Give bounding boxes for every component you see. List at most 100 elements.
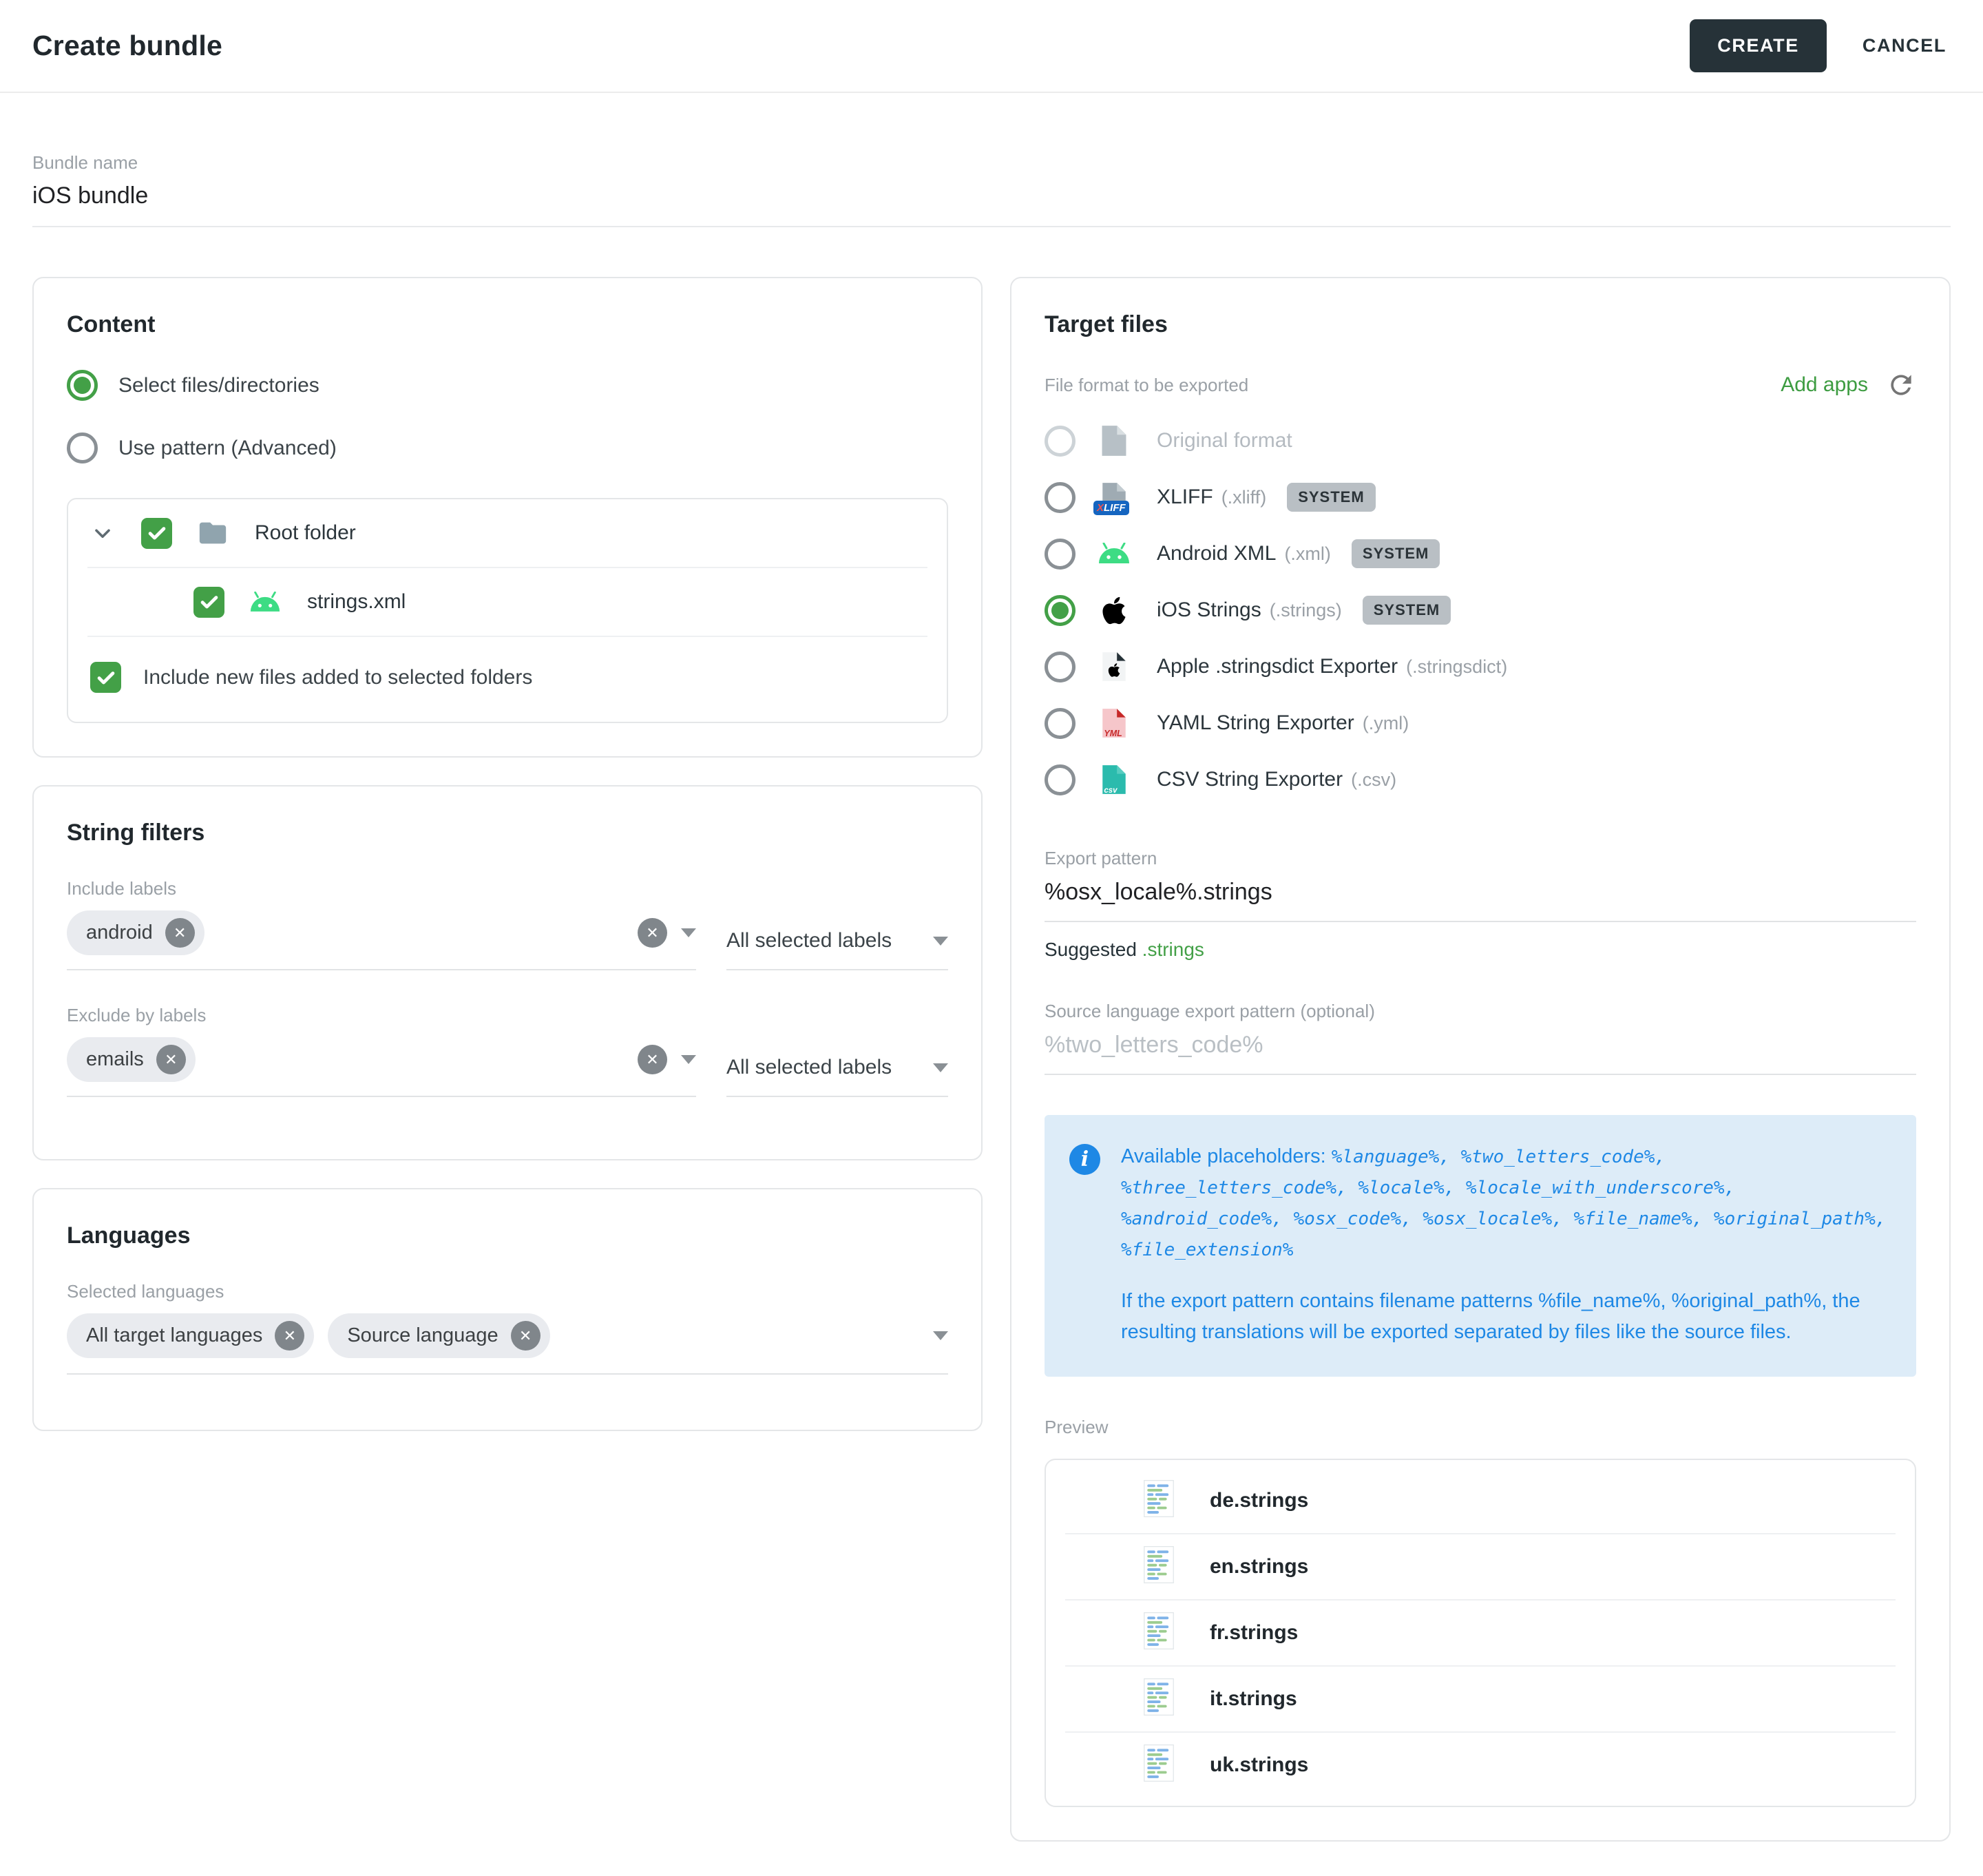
selected-languages-input[interactable]: All target languages ✕ Source language ✕ bbox=[67, 1313, 948, 1375]
include-labels-input[interactable]: android ✕ ✕ bbox=[67, 910, 696, 970]
checkbox-include-new-files[interactable] bbox=[90, 662, 121, 693]
yaml-file-icon: YML bbox=[1096, 704, 1132, 742]
divider bbox=[87, 636, 927, 637]
string-filters-title: String filters bbox=[67, 820, 205, 846]
dropdown-caret-icon[interactable] bbox=[681, 1055, 696, 1064]
chip-text: emails bbox=[86, 1048, 144, 1070]
radio-button-icon[interactable] bbox=[1045, 651, 1076, 682]
strings-file-icon bbox=[1144, 1678, 1174, 1719]
preview-row: uk.strings bbox=[1046, 1733, 1915, 1797]
radio-button-icon[interactable] bbox=[1045, 538, 1076, 570]
format-row-xliff[interactable]: XLIFF XLIFF (.xliff) SYSTEM bbox=[1045, 469, 1916, 525]
system-badge: SYSTEM bbox=[1351, 539, 1440, 568]
placeholders-note: If the export pattern contains filename … bbox=[1121, 1289, 1860, 1343]
chip-text: Source language bbox=[347, 1324, 499, 1346]
bundle-name-input[interactable]: iOS bundle bbox=[32, 183, 149, 209]
format-row-stringsdict[interactable]: Apple .stringsdict Exporter (.stringsdic… bbox=[1045, 638, 1916, 695]
radio-button-icon[interactable] bbox=[1045, 764, 1076, 795]
radio-button-icon[interactable] bbox=[1045, 425, 1076, 457]
dropdown-caret-icon bbox=[933, 936, 948, 946]
target-files-title: Target files bbox=[1045, 311, 1168, 337]
label-chip-android[interactable]: android ✕ bbox=[67, 910, 204, 955]
checkbox-strings-xml[interactable] bbox=[193, 586, 224, 618]
format-row-yaml[interactable]: YML YAML String Exporter (.yml) bbox=[1045, 695, 1916, 751]
suggested-extension[interactable]: .strings bbox=[1142, 939, 1204, 960]
format-row-ios-strings[interactable]: iOS Strings (.strings) SYSTEM bbox=[1045, 582, 1916, 638]
suggested-label: Suggested bbox=[1045, 939, 1137, 960]
preview-row: it.strings bbox=[1046, 1667, 1915, 1731]
format-row-csv[interactable]: csv CSV String Exporter (.csv) bbox=[1045, 751, 1916, 808]
content-card: Content Select files/directories Use pat… bbox=[32, 277, 983, 758]
radio-button-icon[interactable] bbox=[67, 370, 98, 401]
include-new-files-row[interactable]: Include new files added to selected fold… bbox=[68, 637, 947, 722]
preview-row: de.strings bbox=[1046, 1468, 1915, 1533]
radio-button-icon[interactable] bbox=[1045, 594, 1076, 626]
exclude-labels-input[interactable]: emails ✕ ✕ bbox=[67, 1037, 696, 1097]
header-actions: CREATE CANCEL bbox=[1690, 19, 1951, 72]
preview-label: Preview bbox=[1045, 1416, 1109, 1437]
include-labels-mode-select[interactable]: All selected labels bbox=[726, 929, 948, 970]
cancel-button[interactable]: CANCEL bbox=[1858, 34, 1951, 57]
include-labels-row: android ✕ ✕ All selected labels bbox=[67, 910, 948, 970]
language-chip-source[interactable]: Source language ✕ bbox=[328, 1313, 550, 1358]
export-pattern-input[interactable]: %osx_locale%.strings bbox=[1045, 879, 1916, 922]
strings-file-icon bbox=[1144, 1744, 1174, 1785]
info-icon: i bbox=[1069, 1144, 1100, 1175]
apple-icon bbox=[1096, 591, 1132, 629]
divider bbox=[1065, 1598, 1896, 1601]
source-pattern-label: Source language export pattern (optional… bbox=[1045, 1001, 1375, 1021]
dropdown-caret-icon bbox=[933, 1063, 948, 1072]
remove-chip-icon[interactable]: ✕ bbox=[275, 1321, 305, 1351]
bundle-name-field: Bundle name iOS bundle bbox=[32, 152, 1951, 227]
content-title: Content bbox=[67, 311, 156, 337]
radio-button-icon[interactable] bbox=[1045, 481, 1076, 513]
languages-card: Languages Selected languages All target … bbox=[32, 1188, 983, 1431]
placeholders-intro: Available placeholders: bbox=[1121, 1145, 1326, 1167]
preview-row: en.strings bbox=[1046, 1534, 1915, 1599]
tree-row-strings-xml[interactable]: strings.xml bbox=[68, 568, 947, 636]
radio-button-icon[interactable] bbox=[67, 432, 98, 463]
source-pattern-input[interactable]: %two_letters_code% bbox=[1045, 1032, 1916, 1075]
exclude-labels-row: emails ✕ ✕ All selected labels bbox=[67, 1037, 948, 1097]
dropdown-caret-icon[interactable] bbox=[933, 1331, 948, 1340]
chip-text: All target languages bbox=[86, 1324, 263, 1346]
placeholders-line: Available placeholders: %language%, %two… bbox=[1121, 1141, 1887, 1265]
tree-row-root-folder[interactable]: Root folder bbox=[68, 499, 947, 567]
source-pattern-field: Source language export pattern (optional… bbox=[1045, 1001, 1916, 1075]
strings-file-icon bbox=[1144, 1612, 1174, 1653]
system-badge: SYSTEM bbox=[1287, 483, 1376, 512]
clear-field-icon[interactable]: ✕ bbox=[638, 1045, 667, 1074]
remove-chip-icon[interactable]: ✕ bbox=[165, 918, 195, 948]
clear-field-icon[interactable]: ✕ bbox=[638, 918, 667, 948]
header: Create bundle CREATE CANCEL bbox=[0, 0, 1983, 93]
system-badge: SYSTEM bbox=[1362, 596, 1451, 625]
add-apps-link[interactable]: Add apps bbox=[1781, 373, 1868, 396]
include-labels-label: Include labels bbox=[67, 878, 176, 899]
language-chip-all-target[interactable]: All target languages ✕ bbox=[67, 1313, 315, 1358]
label-chip-emails[interactable]: emails ✕ bbox=[67, 1037, 196, 1082]
refresh-icon[interactable] bbox=[1886, 370, 1916, 400]
languages-title: Languages bbox=[67, 1222, 191, 1249]
placeholders-list: %language%, %two_letters_code%, %three_l… bbox=[1121, 1147, 1887, 1260]
format-row-android-xml[interactable]: Android XML (.xml) SYSTEM bbox=[1045, 525, 1916, 582]
page-title: Create bundle bbox=[32, 30, 222, 61]
remove-chip-icon[interactable]: ✕ bbox=[156, 1045, 186, 1074]
remove-chip-icon[interactable]: ✕ bbox=[510, 1321, 541, 1351]
tree-file-label: strings.xml bbox=[307, 590, 406, 613]
format-row-original[interactable]: Original format bbox=[1045, 413, 1916, 469]
exclude-labels-mode-select[interactable]: All selected labels bbox=[726, 1056, 948, 1097]
radio-select-files[interactable]: Select files/directories bbox=[67, 370, 948, 401]
strings-file-icon bbox=[1144, 1546, 1174, 1587]
checkbox-root-folder[interactable] bbox=[141, 517, 172, 549]
tree-root-label: Root folder bbox=[255, 521, 356, 544]
folder-icon bbox=[197, 517, 229, 549]
preview-list: de.strings bbox=[1045, 1458, 1916, 1807]
strings-file-icon bbox=[1144, 1480, 1174, 1521]
radio-use-pattern[interactable]: Use pattern (Advanced) bbox=[67, 432, 948, 463]
chip-text: android bbox=[86, 921, 153, 944]
create-button[interactable]: CREATE bbox=[1690, 19, 1827, 72]
exclude-labels-label: Exclude by labels bbox=[67, 1005, 207, 1025]
radio-button-icon[interactable] bbox=[1045, 707, 1076, 739]
chevron-down-icon[interactable] bbox=[90, 521, 115, 545]
dropdown-caret-icon[interactable] bbox=[681, 928, 696, 937]
